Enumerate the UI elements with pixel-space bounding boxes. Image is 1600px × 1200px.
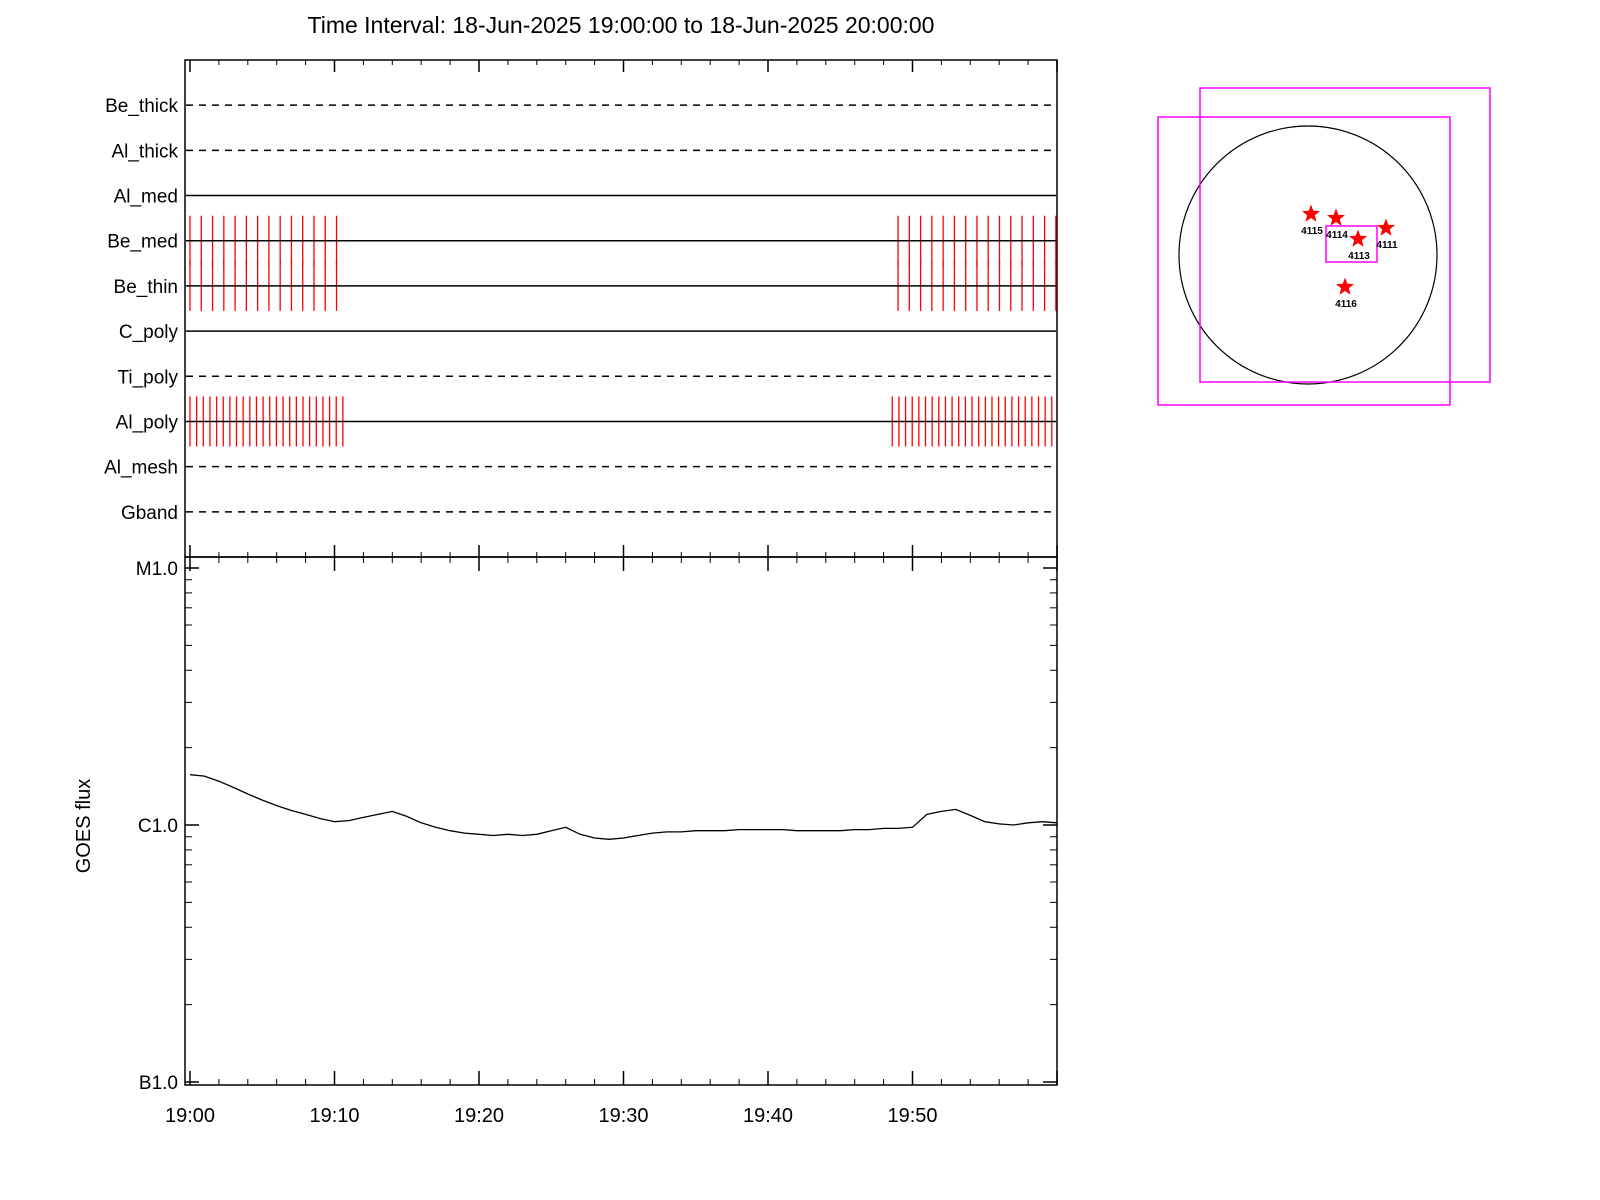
svg-text:Al_poly: Al_poly — [116, 412, 179, 433]
svg-text:Al_thick: Al_thick — [111, 141, 178, 162]
svg-text:B1.0: B1.0 — [139, 1073, 178, 1094]
svg-text:19:00: 19:00 — [165, 1105, 215, 1127]
svg-text:19:40: 19:40 — [743, 1105, 793, 1127]
svg-text:Be_thin: Be_thin — [114, 277, 178, 298]
svg-text:19:50: 19:50 — [887, 1105, 937, 1127]
active-region-label: 4114 — [1326, 230, 1348, 241]
svg-text:Gband: Gband — [121, 503, 178, 524]
svg-text:19:20: 19:20 — [454, 1105, 504, 1127]
plot-title: Time Interval: 18-Jun-2025 19:00:00 to 1… — [307, 12, 935, 38]
svg-text:Be_thick: Be_thick — [105, 96, 178, 117]
svg-text:M1.0: M1.0 — [136, 559, 178, 580]
goes-flux-panel: M1.0 C1.0 B1.0 19:00 19:10 19:20 19:30 19:40 19:… — [73, 556, 1058, 1127]
svg-text:Al_med: Al_med — [114, 187, 178, 208]
svg-text:C_poly: C_poly — [119, 322, 179, 343]
active-region-star — [1377, 218, 1395, 236]
fov-box — [1325, 225, 1378, 263]
active-region-label: 4116 — [1335, 299, 1357, 310]
active-region-label: 4113 — [1348, 251, 1370, 262]
fov-box — [1157, 116, 1451, 406]
active-region-star — [1336, 277, 1354, 295]
svg-text:Ti_poly: Ti_poly — [117, 367, 178, 388]
active-region-star — [1327, 208, 1345, 226]
active-region-star — [1302, 204, 1320, 222]
active-region-star — [1349, 229, 1367, 247]
svg-text:Al_mesh: Al_mesh — [104, 458, 178, 479]
fov-box — [1199, 87, 1491, 383]
solar-limb-circle — [1178, 125, 1438, 385]
goes-y-axis-label: GOES flux — [73, 779, 95, 873]
active-region-label: 4115 — [1301, 226, 1323, 237]
goes-flux-curve — [189, 774, 1058, 840]
svg-text:C1.0: C1.0 — [138, 816, 178, 837]
svg-text:19:30: 19:30 — [598, 1105, 648, 1127]
active-region-label: 4111 — [1376, 240, 1398, 251]
svg-text:Be_med: Be_med — [107, 232, 178, 253]
filter-timeline-panel: Be_thick Al_thick Al_med Be_med Be_thin C_pol… — [104, 59, 1058, 558]
svg-text:19:10: 19:10 — [309, 1105, 359, 1127]
